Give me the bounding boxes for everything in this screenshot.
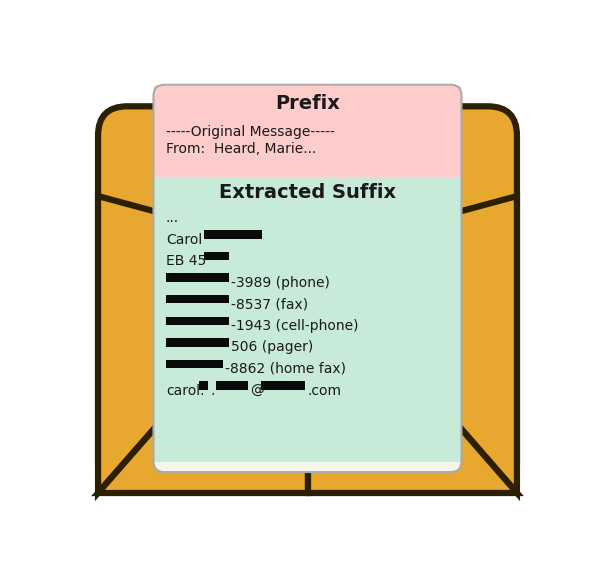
Polygon shape: [154, 86, 461, 177]
Polygon shape: [98, 196, 308, 493]
Bar: [166, 338, 229, 347]
Polygon shape: [154, 177, 461, 462]
Bar: [166, 295, 229, 303]
FancyBboxPatch shape: [154, 85, 461, 472]
Text: From:  Heard, Marie...: From: Heard, Marie...: [166, 142, 316, 155]
Text: -1943 (cell-phone): -1943 (cell-phone): [231, 319, 359, 333]
Bar: [166, 273, 229, 282]
Text: -----Original Message-----: -----Original Message-----: [166, 125, 335, 139]
Bar: [199, 381, 208, 390]
Text: .: .: [211, 384, 215, 398]
Text: ...: ...: [166, 211, 179, 225]
Text: Carol: Carol: [166, 232, 202, 247]
Text: .com: .com: [308, 384, 341, 398]
Text: -8862 (home fax): -8862 (home fax): [225, 362, 346, 376]
Bar: [205, 252, 229, 260]
Text: -8537 (fax): -8537 (fax): [231, 297, 308, 312]
Polygon shape: [98, 253, 308, 493]
Text: -3989 (phone): -3989 (phone): [231, 276, 330, 290]
Bar: [205, 230, 262, 239]
Bar: [216, 381, 248, 390]
Bar: [260, 381, 305, 390]
FancyBboxPatch shape: [98, 106, 517, 493]
Bar: [166, 317, 229, 325]
Text: @: @: [251, 384, 265, 398]
Text: EB 45: EB 45: [166, 254, 206, 268]
Polygon shape: [308, 196, 517, 493]
Text: carol.: carol.: [166, 384, 205, 398]
Text: Prefix: Prefix: [275, 94, 340, 113]
Text: 506 (pager): 506 (pager): [231, 340, 314, 354]
Bar: [166, 360, 223, 368]
Polygon shape: [308, 253, 517, 493]
Text: Extracted Suffix: Extracted Suffix: [219, 183, 396, 202]
